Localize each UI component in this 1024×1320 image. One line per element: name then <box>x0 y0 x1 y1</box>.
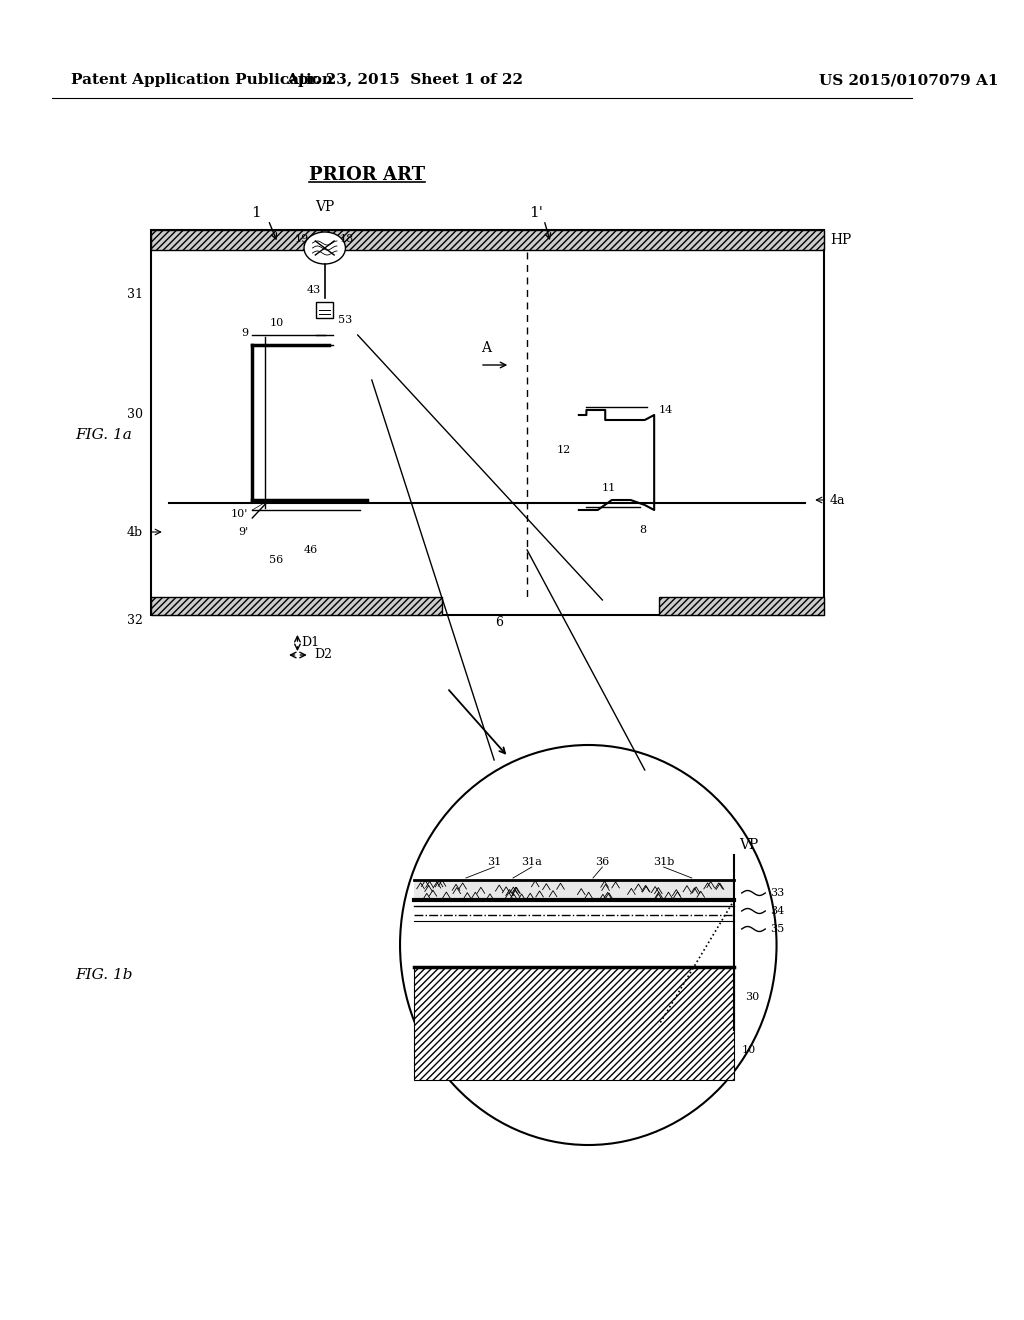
Text: Apr. 23, 2015  Sheet 1 of 22: Apr. 23, 2015 Sheet 1 of 22 <box>287 73 523 87</box>
Text: VP: VP <box>315 201 335 214</box>
Text: 14: 14 <box>658 405 673 414</box>
Text: 8: 8 <box>639 525 646 535</box>
Text: 1: 1 <box>251 206 261 220</box>
Text: 46: 46 <box>303 545 317 554</box>
Bar <box>658 597 823 615</box>
Text: 31: 31 <box>487 857 502 867</box>
Text: 9': 9' <box>239 527 249 537</box>
Text: 12: 12 <box>557 445 571 455</box>
Bar <box>151 597 442 615</box>
Bar <box>151 230 823 615</box>
Text: 9: 9 <box>242 327 249 338</box>
Text: 19: 19 <box>295 234 308 244</box>
Text: D2: D2 <box>314 648 333 661</box>
Text: 31: 31 <box>127 289 143 301</box>
Text: 31a: 31a <box>521 857 543 867</box>
Text: 36: 36 <box>595 857 609 867</box>
Text: D1: D1 <box>301 636 319 649</box>
Text: A: A <box>480 341 490 355</box>
Text: 10': 10' <box>231 510 249 519</box>
Text: 4a: 4a <box>829 494 845 507</box>
Text: 31b: 31b <box>653 857 674 867</box>
Text: 10: 10 <box>269 318 284 327</box>
Text: 11: 11 <box>602 483 616 492</box>
Text: US 2015/0107079 A1: US 2015/0107079 A1 <box>819 73 998 87</box>
Text: 6: 6 <box>495 615 503 628</box>
Text: Patent Application Publication: Patent Application Publication <box>71 73 333 87</box>
Text: 35: 35 <box>770 924 784 935</box>
Text: FIG. 1b: FIG. 1b <box>76 968 133 982</box>
Text: 34: 34 <box>770 906 784 916</box>
Text: 10: 10 <box>741 1045 756 1055</box>
Bar <box>151 230 823 249</box>
Text: HP: HP <box>830 234 851 247</box>
Text: 53: 53 <box>338 315 352 325</box>
Text: 56: 56 <box>269 554 284 565</box>
Ellipse shape <box>304 232 345 264</box>
Text: 43: 43 <box>307 285 321 294</box>
Bar <box>316 302 333 318</box>
Text: FIG. 1a: FIG. 1a <box>76 428 132 442</box>
Text: 18: 18 <box>340 234 354 244</box>
Text: 1': 1' <box>529 206 544 220</box>
Text: 32: 32 <box>127 614 143 627</box>
Text: 4b: 4b <box>127 525 143 539</box>
Text: 33: 33 <box>770 888 784 898</box>
Text: VP: VP <box>739 838 758 851</box>
Text: PRIOR ART: PRIOR ART <box>309 166 425 183</box>
Bar <box>414 880 734 900</box>
Text: 30: 30 <box>745 993 760 1002</box>
Text: 30: 30 <box>127 408 143 421</box>
Bar <box>414 968 734 1080</box>
